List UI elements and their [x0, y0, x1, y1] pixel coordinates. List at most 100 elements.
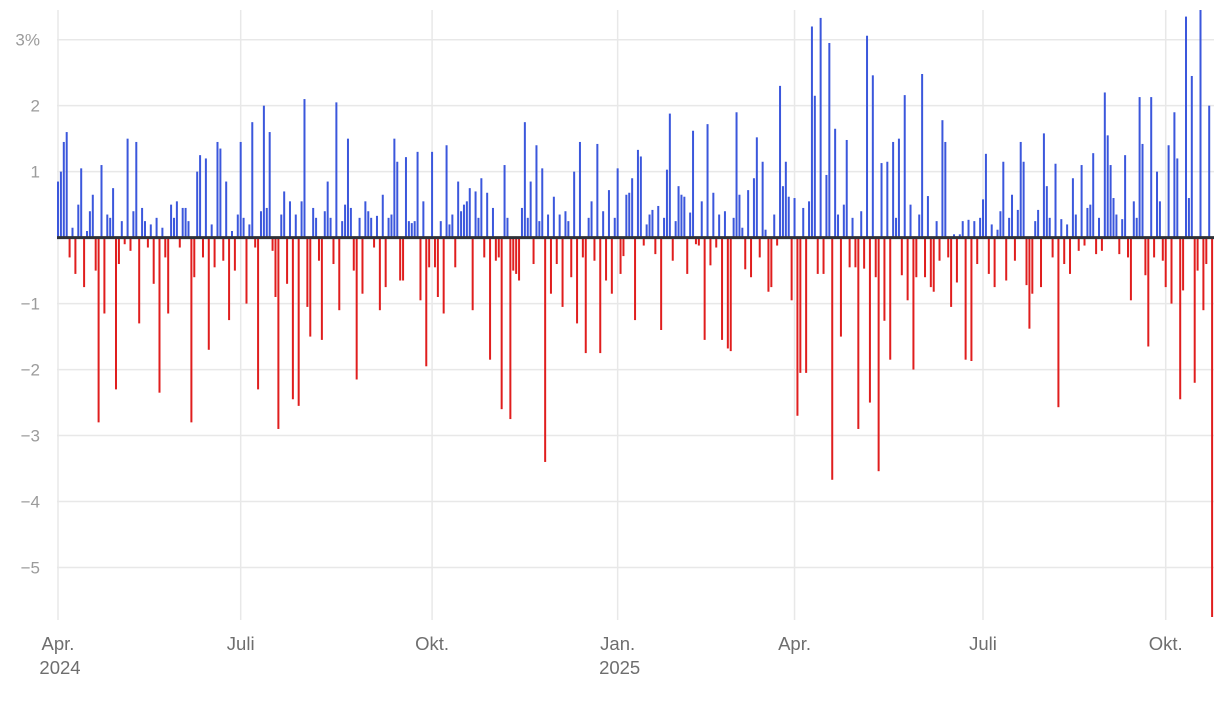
bar-positive[interactable]: [80, 168, 83, 238]
bar-positive[interactable]: [210, 224, 213, 238]
bar-positive[interactable]: [668, 113, 671, 238]
bar-negative[interactable]: [660, 237, 663, 330]
bar-negative[interactable]: [776, 237, 779, 246]
bar-negative[interactable]: [900, 237, 903, 276]
bar-positive[interactable]: [692, 130, 695, 238]
bar-positive[interactable]: [636, 149, 639, 238]
bar-negative[interactable]: [68, 237, 71, 258]
bar-negative[interactable]: [721, 237, 724, 340]
bar-negative[interactable]: [489, 237, 492, 360]
bar-positive[interactable]: [1002, 161, 1005, 238]
bar-negative[interactable]: [483, 237, 486, 258]
bar-positive[interactable]: [491, 207, 494, 238]
bar-positive[interactable]: [413, 221, 416, 238]
bar-negative[interactable]: [213, 237, 216, 268]
bar-positive[interactable]: [631, 178, 634, 238]
bar-positive[interactable]: [706, 124, 709, 238]
bar-positive[interactable]: [457, 181, 460, 238]
bar-negative[interactable]: [355, 237, 358, 380]
bar-negative[interactable]: [1202, 237, 1205, 311]
bar-positive[interactable]: [567, 221, 570, 238]
bar-positive[interactable]: [1098, 217, 1101, 238]
bar-positive[interactable]: [1158, 201, 1161, 238]
bar-negative[interactable]: [509, 237, 512, 420]
bar-positive[interactable]: [520, 207, 523, 238]
bar-negative[interactable]: [471, 237, 474, 311]
bar-positive[interactable]: [85, 231, 88, 238]
bar-negative[interactable]: [207, 237, 210, 350]
bar-negative[interactable]: [286, 237, 289, 284]
bar-negative[interactable]: [1083, 237, 1086, 246]
bar-positive[interactable]: [590, 201, 593, 238]
bar-negative[interactable]: [839, 237, 842, 337]
bar-positive[interactable]: [723, 211, 726, 238]
bar-negative[interactable]: [1028, 237, 1031, 329]
bar-positive[interactable]: [616, 168, 619, 238]
bar-positive[interactable]: [1132, 201, 1135, 238]
bar-positive[interactable]: [288, 201, 291, 238]
bar-negative[interactable]: [152, 237, 155, 284]
bar-positive[interactable]: [477, 217, 480, 238]
bar-positive[interactable]: [755, 137, 758, 238]
bar-positive[interactable]: [57, 181, 59, 238]
bar-positive[interactable]: [845, 139, 848, 238]
bar-negative[interactable]: [726, 237, 729, 349]
bar-positive[interactable]: [219, 148, 222, 238]
bar-positive[interactable]: [1199, 10, 1202, 238]
bar-negative[interactable]: [1144, 237, 1147, 276]
bar-positive[interactable]: [538, 221, 541, 238]
bar-negative[interactable]: [883, 237, 886, 321]
bar-positive[interactable]: [404, 157, 407, 238]
bar-negative[interactable]: [1005, 237, 1008, 281]
bar-positive[interactable]: [91, 194, 94, 238]
bar-negative[interactable]: [857, 237, 860, 429]
bar-negative[interactable]: [228, 237, 231, 321]
bar-positive[interactable]: [1016, 209, 1019, 238]
bar-positive[interactable]: [834, 128, 837, 238]
bar-positive[interactable]: [1156, 171, 1159, 238]
bar-positive[interactable]: [1208, 105, 1211, 238]
bar-positive[interactable]: [248, 224, 251, 238]
bar-negative[interactable]: [271, 237, 274, 251]
bar-positive[interactable]: [738, 194, 741, 238]
bar-negative[interactable]: [233, 237, 236, 271]
bar-negative[interactable]: [399, 237, 402, 281]
bar-positive[interactable]: [175, 201, 178, 238]
bar-positive[interactable]: [265, 207, 268, 238]
bar-positive[interactable]: [410, 223, 413, 238]
bar-positive[interactable]: [1109, 165, 1112, 238]
bar-negative[interactable]: [1057, 237, 1060, 408]
bar-negative[interactable]: [167, 237, 170, 314]
bar-positive[interactable]: [999, 211, 1002, 238]
bar-positive[interactable]: [1060, 219, 1063, 238]
bar-positive[interactable]: [1176, 158, 1179, 238]
bar-negative[interactable]: [877, 237, 880, 472]
bar-positive[interactable]: [155, 217, 158, 238]
bar-negative[interactable]: [1051, 237, 1054, 258]
bar-negative[interactable]: [863, 237, 866, 269]
bar-negative[interactable]: [352, 237, 355, 271]
bar-positive[interactable]: [535, 145, 538, 238]
bar-positive[interactable]: [1103, 92, 1106, 238]
bar-negative[interactable]: [425, 237, 428, 367]
bar-positive[interactable]: [718, 214, 721, 238]
bar-positive[interactable]: [982, 199, 985, 238]
bar-negative[interactable]: [123, 237, 126, 245]
bar-negative[interactable]: [117, 237, 120, 265]
bar-negative[interactable]: [138, 237, 141, 324]
bar-positive[interactable]: [828, 42, 831, 238]
bar-positive[interactable]: [303, 99, 306, 238]
bar-positive[interactable]: [558, 214, 561, 238]
bar-positive[interactable]: [764, 229, 767, 238]
bar-negative[interactable]: [955, 237, 958, 283]
bar-negative[interactable]: [619, 237, 622, 274]
bar-positive[interactable]: [793, 198, 796, 238]
bar-negative[interactable]: [222, 237, 225, 261]
bar-negative[interactable]: [889, 237, 892, 360]
bar-positive[interactable]: [280, 214, 283, 238]
bar-negative[interactable]: [816, 237, 819, 274]
bar-negative[interactable]: [103, 237, 106, 314]
bar-negative[interactable]: [74, 237, 77, 274]
bar-negative[interactable]: [947, 237, 950, 258]
